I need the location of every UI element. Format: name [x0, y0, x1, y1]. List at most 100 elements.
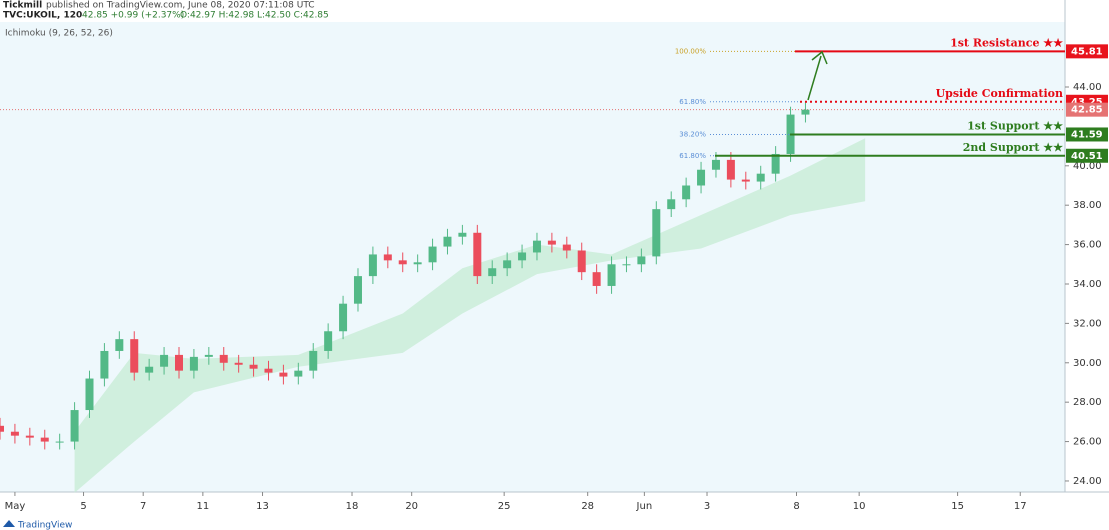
x-tick-label: 13: [256, 501, 269, 512]
candle-body: [249, 364, 258, 369]
indicator-label: Ichimoku (9, 26, 52, 26): [5, 29, 113, 39]
candle-body: [458, 232, 467, 237]
x-tick-label: 3: [704, 501, 710, 512]
level-value-label: 45.81: [1071, 46, 1103, 57]
quote: 42.85 +0.99 (+2.37%): [82, 11, 184, 21]
candle-body: [637, 256, 646, 265]
candle-body: [353, 276, 362, 304]
candle-body: [309, 350, 318, 371]
candle-body: [682, 185, 691, 200]
candle-body: [503, 260, 512, 269]
candle-body: [518, 252, 527, 261]
candle-body: [368, 254, 377, 277]
y-tick-label: 38.00: [1073, 200, 1102, 211]
x-tick-label: 8: [793, 501, 799, 512]
candle-body: [294, 370, 303, 377]
candle-body: [756, 173, 765, 182]
candle-body: [667, 199, 676, 210]
logo: [3, 520, 15, 527]
candle-body: [697, 169, 706, 186]
publisher: Tickmill: [3, 1, 42, 11]
candle-body: [339, 303, 348, 332]
y-tick-label: 26.00: [1073, 437, 1102, 448]
x-tick-label: 7: [140, 501, 146, 512]
candle-body: [40, 437, 49, 442]
level-value-label: 43.25: [1071, 97, 1103, 108]
candle-body: [741, 179, 750, 182]
candle-body: [70, 410, 79, 442]
candle-body: [428, 246, 437, 263]
candle-body: [264, 368, 273, 373]
forecast-arrow: [807, 50, 828, 101]
candle-body: [488, 268, 497, 277]
level-name: Upside Confirmation: [936, 87, 1063, 100]
x-tick-label: 18: [346, 501, 359, 512]
footer: TradingView: [17, 521, 72, 530]
x-tick-label: 20: [405, 501, 418, 512]
x-tick-label: 17: [1014, 501, 1027, 512]
candle-body: [85, 378, 94, 411]
level-name: 2nd Support ★★: [963, 141, 1063, 154]
x-tick-label: 11: [196, 501, 209, 512]
level-name: 1st Resistance ★★: [950, 36, 1063, 49]
x-tick-label: 15: [951, 501, 964, 512]
y-tick-label: 32.00: [1073, 318, 1102, 329]
candle-body: [726, 159, 735, 180]
candle-body: [652, 209, 661, 257]
candle-body: [234, 362, 243, 365]
candle-body: [174, 354, 183, 371]
candle-body: [130, 339, 139, 373]
x-tick-label: 10: [853, 501, 866, 512]
y-tick-label: 28.00: [1073, 397, 1102, 408]
level-value-label: 40.51: [1071, 151, 1103, 162]
y-tick-label: 34.00: [1073, 279, 1102, 290]
candle-body: [577, 250, 586, 273]
last-price-label: 42.85: [1071, 105, 1103, 116]
candle-body: [279, 372, 288, 377]
level-value-label-box: [1066, 127, 1108, 142]
candle-body: [324, 331, 333, 351]
candle-body: [413, 262, 422, 265]
candle-body: [115, 339, 124, 351]
x-tick-label: 5: [80, 501, 86, 512]
x-tick-label: 25: [498, 501, 511, 512]
candle-body: [801, 109, 810, 115]
x-tick-label: Jun: [636, 501, 653, 512]
candle-body: [532, 240, 541, 253]
arrow-head: [811, 50, 828, 65]
fib-label: 61.80%: [679, 152, 706, 160]
candle-body: [100, 350, 109, 379]
symbol: TVC:UKOIL, 120: [3, 11, 82, 21]
x-tick-label: 28: [581, 501, 594, 512]
y-tick-label: 30.00: [1073, 358, 1102, 369]
candle-body: [711, 159, 720, 170]
y-tick-label: 36.00: [1073, 240, 1102, 251]
level-value-label-box: [1066, 148, 1108, 163]
level-name: 1st Support ★★: [967, 119, 1063, 132]
candle-body: [25, 435, 34, 438]
candle-body: [0, 425, 4, 432]
candle-body: [622, 264, 631, 266]
candle-body: [10, 431, 19, 436]
y-tick-label: 40.00: [1073, 161, 1102, 172]
arrow-shaft: [807, 55, 822, 101]
candle-body: [145, 366, 154, 373]
last-price-label-box: [1066, 102, 1108, 117]
x-tick-label: May: [5, 501, 26, 512]
candle-body: [607, 264, 616, 286]
fib-label: 38.20%: [679, 130, 706, 138]
level-value-label: 41.59: [1071, 129, 1103, 140]
y-tick-label: 24.00: [1073, 476, 1102, 487]
candle-body: [562, 244, 571, 251]
candle-body: [160, 354, 169, 367]
candle-body: [473, 232, 482, 277]
candle-body: [443, 236, 452, 247]
candle-body: [204, 354, 213, 357]
fib-label: 100.00%: [675, 47, 706, 55]
candle-body: [592, 272, 601, 286]
published: published on TradingView.com, June 08, 2…: [46, 1, 315, 11]
candle-body: [219, 354, 228, 363]
candle-body: [383, 254, 392, 261]
y-tick-label: 44.00: [1073, 82, 1102, 93]
